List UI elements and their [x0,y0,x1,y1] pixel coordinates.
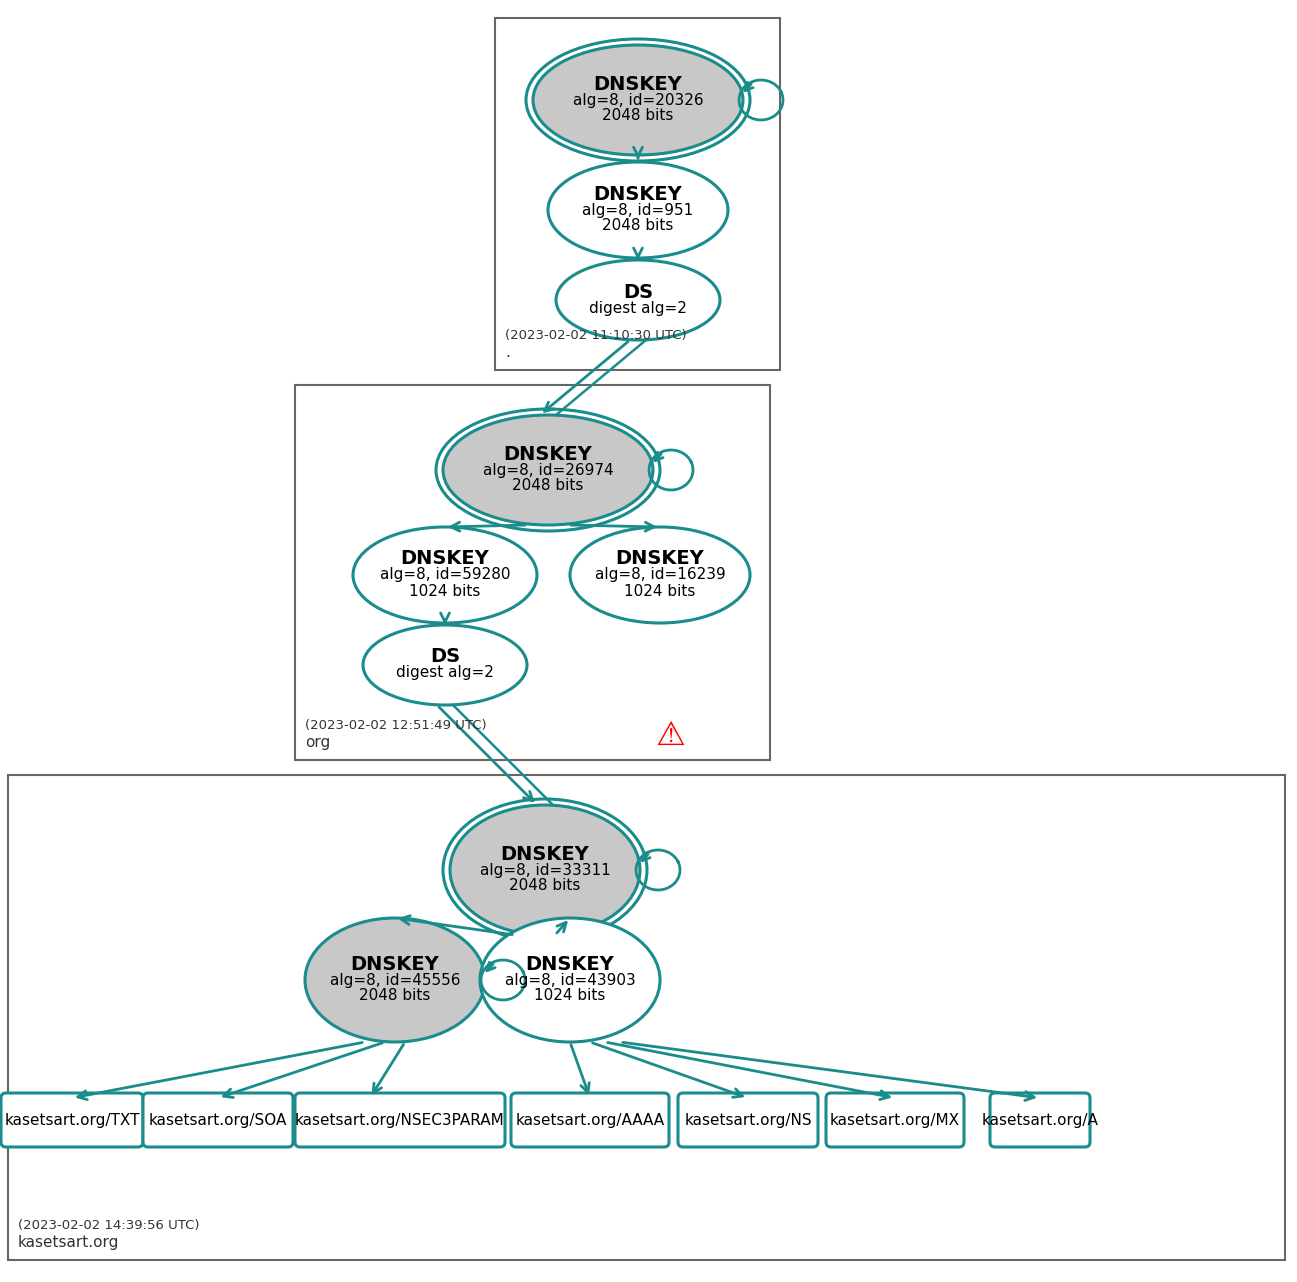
Text: 1024 bits: 1024 bits [534,988,606,1004]
Text: ⚠: ⚠ [655,719,685,753]
Text: kasetsart.org: kasetsart.org [18,1235,119,1250]
Text: DNSKEY: DNSKEY [594,185,682,204]
FancyBboxPatch shape [1,1094,143,1147]
Text: 1024 bits: 1024 bits [410,583,481,599]
Ellipse shape [480,918,660,1042]
Text: DS: DS [429,647,460,667]
FancyBboxPatch shape [990,1094,1089,1147]
Text: kasetsart.org/NSEC3PARAM: kasetsart.org/NSEC3PARAM [296,1113,505,1127]
Ellipse shape [533,45,743,155]
Bar [495,18,779,370]
Text: alg=8, id=45556: alg=8, id=45556 [329,973,460,987]
Text: kasetsart.org/A: kasetsart.org/A [982,1113,1099,1127]
Text: DS: DS [623,282,654,301]
FancyBboxPatch shape [294,1094,505,1147]
Text: DNSKEY: DNSKEY [616,550,704,568]
Text: alg=8, id=26974: alg=8, id=26974 [482,463,613,477]
Text: kasetsart.org/TXT: kasetsart.org/TXT [4,1113,140,1127]
FancyBboxPatch shape [678,1094,818,1147]
Text: DNSKEY: DNSKEY [501,845,589,864]
Text: DNSKEY: DNSKEY [594,74,682,94]
Text: digest alg=2: digest alg=2 [396,665,494,681]
Text: 2048 bits: 2048 bits [602,109,673,123]
Text: 1024 bits: 1024 bits [624,583,695,599]
Bar [8,776,1285,1260]
Text: digest alg=2: digest alg=2 [589,300,687,315]
Text: DNSKEY: DNSKEY [401,550,489,568]
Text: .: . [505,345,510,360]
Text: kasetsart.org/SOA: kasetsart.org/SOA [149,1113,287,1127]
Ellipse shape [556,260,720,340]
Text: alg=8, id=33311: alg=8, id=33311 [480,863,611,877]
Text: 2048 bits: 2048 bits [512,478,584,494]
Text: kasetsart.org/AAAA: kasetsart.org/AAAA [515,1113,664,1127]
FancyBboxPatch shape [826,1094,964,1147]
Text: 2048 bits: 2048 bits [510,878,581,894]
Text: DNSKEY: DNSKEY [525,955,615,973]
Text: DNSKEY: DNSKEY [350,955,440,973]
Ellipse shape [353,527,537,623]
Ellipse shape [450,805,639,935]
Ellipse shape [363,626,527,705]
Text: alg=8, id=16239: alg=8, id=16239 [594,568,725,582]
Text: org: org [305,735,331,750]
Text: 2048 bits: 2048 bits [602,218,673,233]
Text: (2023-02-02 14:39:56 UTC): (2023-02-02 14:39:56 UTC) [18,1219,200,1232]
Ellipse shape [444,415,652,526]
Text: (2023-02-02 11:10:30 UTC): (2023-02-02 11:10:30 UTC) [505,329,686,342]
Text: kasetsart.org/NS: kasetsart.org/NS [685,1113,812,1127]
Text: 2048 bits: 2048 bits [359,988,431,1004]
Ellipse shape [305,918,485,1042]
Text: kasetsart.org/MX: kasetsart.org/MX [830,1113,960,1127]
Text: alg=8, id=43903: alg=8, id=43903 [505,973,636,987]
Ellipse shape [569,527,750,623]
Text: (2023-02-02 12:51:49 UTC): (2023-02-02 12:51:49 UTC) [305,719,486,732]
Bar [294,385,770,760]
Text: alg=8, id=59280: alg=8, id=59280 [380,568,510,582]
Text: DNSKEY: DNSKEY [503,445,593,464]
FancyBboxPatch shape [143,1094,293,1147]
Ellipse shape [549,162,728,258]
Text: alg=8, id=951: alg=8, id=951 [582,203,694,218]
FancyBboxPatch shape [511,1094,669,1147]
Text: alg=8, id=20326: alg=8, id=20326 [573,92,703,108]
